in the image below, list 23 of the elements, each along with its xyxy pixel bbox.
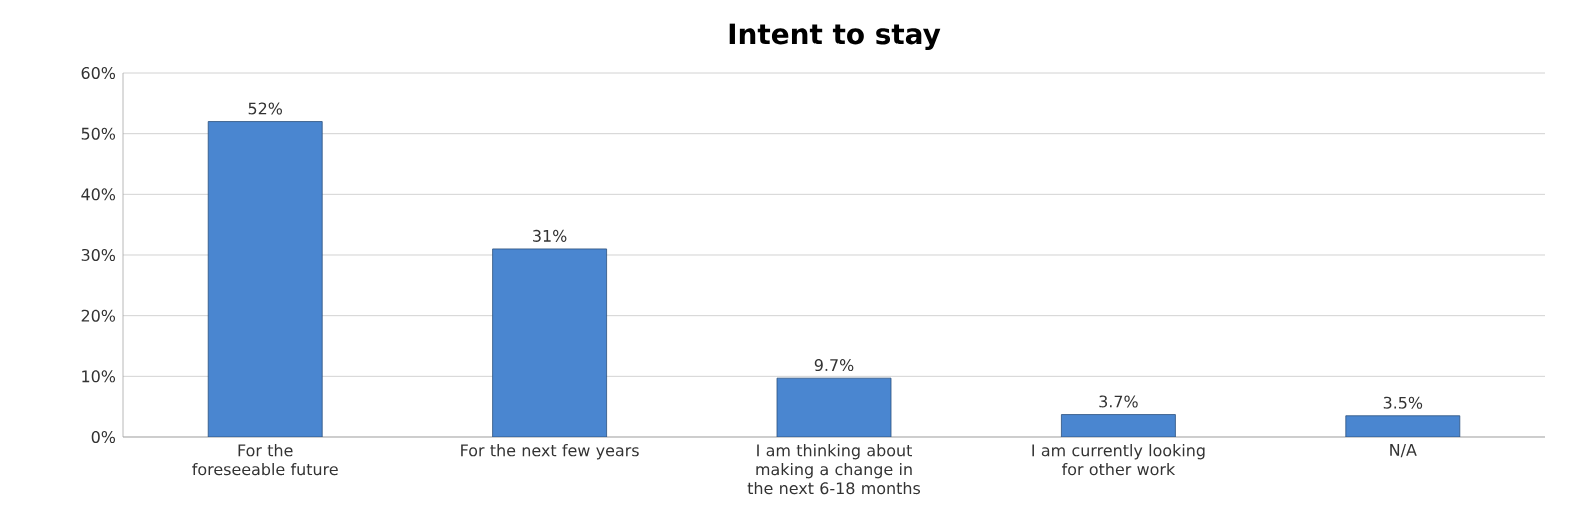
data-label: 9.7% bbox=[814, 359, 854, 372]
x-tick-label: For the next few years bbox=[461, 444, 639, 460]
chart-title: Intent to stay bbox=[729, 23, 941, 51]
bar bbox=[492, 248, 607, 437]
y-tick-label: 50% bbox=[81, 127, 116, 140]
data-label: 31% bbox=[533, 229, 567, 242]
x-tick-label: For the foreseeable future bbox=[192, 444, 338, 476]
bar bbox=[776, 377, 892, 437]
data-label: 3.7% bbox=[1099, 395, 1138, 408]
data-label: 3.5% bbox=[1383, 396, 1423, 409]
data-label: 52% bbox=[248, 102, 283, 115]
x-tick-label: I am currently looking for other work bbox=[1032, 444, 1205, 476]
x-tick-label: N/A bbox=[1390, 444, 1417, 458]
y-tick-label: 30% bbox=[81, 248, 116, 262]
bar bbox=[1345, 415, 1461, 437]
y-tick-label: 40% bbox=[81, 188, 116, 201]
bar bbox=[207, 121, 323, 437]
y-tick-label: 20% bbox=[81, 309, 116, 322]
y-tick-label: 60% bbox=[81, 66, 116, 80]
x-tick-label: I am thinking about making a change in the next 6-18 months bbox=[747, 444, 921, 495]
y-tick-label: 0% bbox=[91, 430, 116, 444]
y-tick-label: 10% bbox=[82, 370, 116, 383]
bar bbox=[1061, 414, 1176, 437]
